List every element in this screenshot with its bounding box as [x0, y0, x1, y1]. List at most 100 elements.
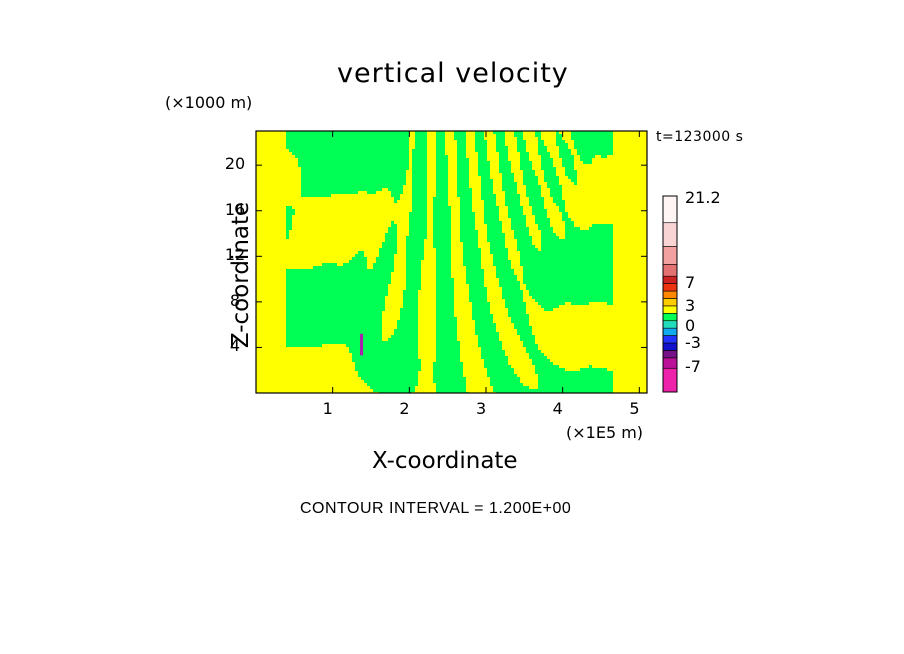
colorbar-label: 7: [685, 273, 696, 292]
field-cell: [544, 197, 553, 200]
field-cell: [490, 167, 499, 170]
field-cell: [571, 218, 647, 221]
field-cell: [475, 218, 484, 221]
field-cell: [547, 212, 562, 215]
field-cell: [367, 266, 373, 269]
field-cell: [256, 143, 286, 146]
field-cell: [487, 155, 499, 158]
field-cell: [529, 320, 647, 323]
field-cell: [427, 233, 433, 236]
field-cell: [502, 227, 511, 230]
field-cell: [613, 242, 647, 245]
field-cell: [466, 152, 478, 155]
field-cell: [502, 347, 526, 350]
field-cell: [517, 278, 523, 281]
field-cell: [475, 227, 487, 230]
field-cell: [565, 206, 647, 209]
field-cell: [544, 353, 647, 356]
field-cell: [613, 383, 647, 386]
field-cell: [544, 143, 556, 146]
field-cell: [394, 266, 406, 269]
field-cell: [451, 212, 460, 215]
field-cell: [490, 311, 508, 314]
field-cell: [409, 137, 415, 140]
field-cell: [427, 230, 433, 233]
field-cell: [508, 248, 517, 251]
field-cell: [427, 203, 433, 206]
field-cell: [565, 200, 647, 203]
field-cell: [256, 251, 358, 254]
field-cell: [460, 356, 481, 359]
y-axis-unit: (×1000 m): [165, 93, 253, 112]
field-cell: [472, 188, 481, 191]
field-cell: [613, 284, 647, 287]
field-cell: [445, 143, 457, 146]
field-cell: [526, 149, 538, 152]
field-cell: [547, 209, 559, 212]
field-cell: [256, 221, 286, 224]
field-cell: [451, 224, 460, 227]
field-cell: [502, 341, 523, 344]
field-cell: [472, 200, 484, 203]
field-cell: [427, 176, 436, 179]
field-cell: [451, 275, 466, 278]
field-cell: [460, 353, 481, 356]
field-cell: [517, 182, 523, 185]
field-cell: [541, 191, 550, 194]
field-cell: [451, 248, 463, 251]
field-cell: [487, 287, 502, 290]
field-cell: [256, 149, 289, 152]
field-cell: [427, 155, 436, 158]
field-cell: [478, 233, 487, 236]
field-cell: [451, 215, 460, 218]
field-cell: [256, 155, 295, 158]
colorbar: [662, 195, 678, 393]
colorbar-label: 0: [685, 316, 696, 335]
field-cell: [403, 191, 412, 194]
field-cell: [451, 269, 466, 272]
field-cell: [256, 308, 286, 311]
field-cell: [562, 137, 571, 140]
y-tick-label: 16: [224, 199, 246, 219]
field-cell: [568, 215, 647, 218]
colorbar-segment: [662, 320, 678, 329]
field-cell: [427, 146, 436, 149]
field-cell: [397, 200, 412, 203]
field-cell: [562, 134, 571, 137]
field-cell: [427, 188, 436, 191]
field-cell: [256, 383, 367, 386]
field-cell: [385, 296, 403, 299]
field-cell: [577, 173, 647, 176]
field-cell: [613, 299, 647, 302]
field-cell: [547, 149, 559, 152]
field-cell: [613, 302, 647, 305]
field-cell: [256, 269, 286, 272]
field-cell: [382, 317, 400, 320]
field-cell: [391, 278, 406, 281]
field-cell: [427, 197, 433, 200]
field-cell: [532, 239, 541, 242]
field-cell: [367, 260, 376, 263]
field-cell: [451, 221, 460, 224]
field-cell: [508, 257, 520, 260]
field-cell: [409, 143, 415, 146]
field-cell: [418, 374, 433, 377]
field-cell: [472, 194, 481, 197]
field-cell: [256, 188, 301, 191]
field-cell: [256, 374, 358, 377]
field-cell: [499, 335, 520, 338]
field-cell: [256, 377, 361, 380]
colorbar-segment: [662, 367, 678, 393]
field-cell: [427, 170, 436, 173]
field-cell: [547, 356, 647, 359]
field-cell: [418, 335, 436, 338]
field-cell: [448, 194, 457, 197]
field-cell: [454, 287, 469, 290]
field-cell: [385, 305, 403, 308]
field-cell: [487, 299, 505, 302]
field-cell: [454, 314, 472, 317]
field-cell: [571, 152, 577, 155]
field-cell: [529, 230, 541, 233]
field-cell: [427, 179, 436, 182]
field-cell: [520, 281, 523, 284]
